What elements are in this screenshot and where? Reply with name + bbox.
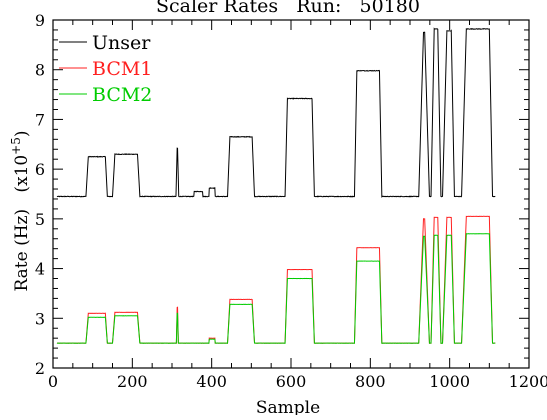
x-axis-label: Sample [256,398,320,415]
legend-label-bcm2: BCM2 [92,84,152,106]
y-tick-label: 3 [35,309,45,328]
legend-label-bcm1: BCM1 [92,58,152,80]
x-tick-label: 0 [48,372,58,391]
y-axis-label-suffix: ) [12,130,32,137]
y-tick-label: 8 [35,61,45,80]
x-tick-label: 800 [355,372,386,391]
legend-label-unser: Unser [92,32,151,54]
y-axis-label-exponent: +5 [9,137,23,155]
y-tick-label: 9 [35,11,45,30]
y-tick-label: 2 [35,359,45,378]
y-axis-label-main: Rate (Hz) (x10 [12,155,32,292]
x-tick-label: 400 [196,372,227,391]
y-tick-label: 6 [35,160,45,179]
y-tick-label: 5 [35,210,45,229]
chart-title: Scaler Rates Run: 50180 [156,0,420,17]
series-line-unser [56,27,496,198]
y-tick-label: 4 [35,260,45,279]
y-tick-label: 7 [35,110,45,129]
x-tick-label: 600 [276,372,307,391]
x-tick-label: 1200 [509,372,547,391]
series-line-bcm2 [56,233,496,344]
x-tick-label: 200 [117,372,148,391]
y-axis-label: Rate (Hz) (x10+5) [9,130,32,291]
x-tick-label: 1000 [429,372,470,391]
